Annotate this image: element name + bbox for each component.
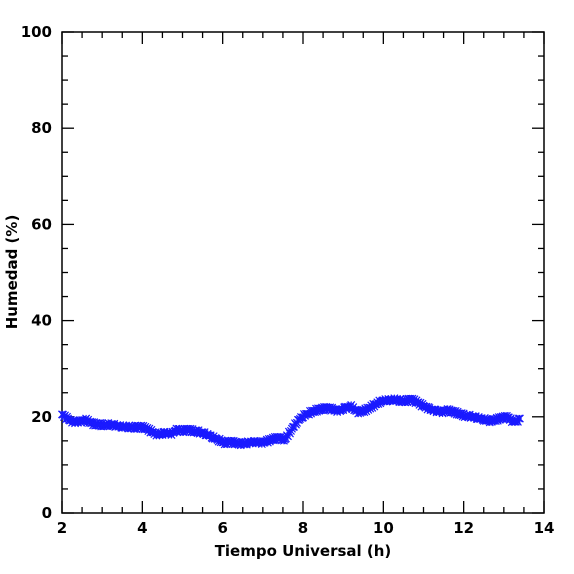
y-tick-label: 100 bbox=[21, 23, 52, 41]
x-tick-labels: 2 4 6 8 10 12 14 bbox=[57, 519, 555, 537]
x-tick-label: 4 bbox=[137, 519, 147, 537]
data-point bbox=[514, 414, 523, 423]
data-point bbox=[515, 414, 524, 423]
plot-frame bbox=[61, 31, 545, 514]
data-points bbox=[57, 394, 524, 450]
y-tick-label: 0 bbox=[42, 504, 52, 522]
x-tick-label: 2 bbox=[57, 519, 67, 537]
y-tick-label: 60 bbox=[31, 215, 52, 233]
y-tick-label: 40 bbox=[31, 312, 52, 330]
x-tick-label: 6 bbox=[217, 519, 227, 537]
y-axis-title: Humedad (%) bbox=[3, 215, 21, 330]
axis-ticks bbox=[61, 31, 545, 514]
x-tick-label: 12 bbox=[453, 519, 474, 537]
y-tick-label: 20 bbox=[31, 408, 52, 426]
x-tick-label: 10 bbox=[373, 519, 394, 537]
y-tick-labels: 0 20 40 60 80 100 bbox=[21, 23, 52, 522]
x-tick-label: 8 bbox=[298, 519, 308, 537]
plot-border bbox=[61, 31, 545, 514]
x-axis-title: Tiempo Universal (h) bbox=[215, 542, 392, 560]
y-tick-label: 80 bbox=[31, 119, 52, 137]
x-tick-label: 14 bbox=[534, 519, 555, 537]
